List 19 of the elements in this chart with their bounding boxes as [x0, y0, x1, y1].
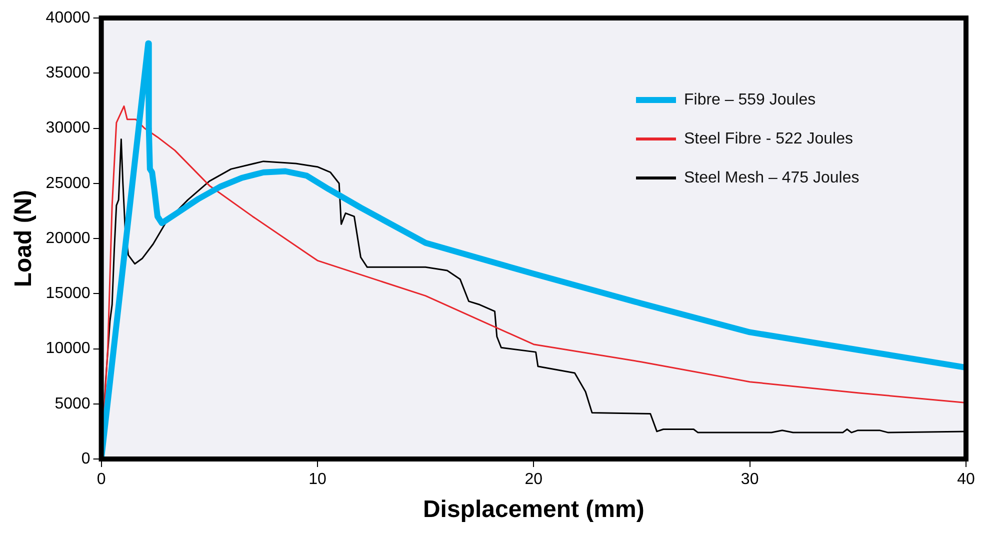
y-tick-label: 25000: [46, 174, 90, 192]
legend-label: Steel Mesh – 475 Joules: [684, 169, 860, 186]
x-tick-label: 40: [957, 471, 975, 488]
x-tick-label: 20: [524, 471, 543, 488]
y-tick-label: 30000: [46, 120, 90, 137]
y-tick-label: 20000: [46, 230, 90, 247]
x-tick-label: 10: [308, 471, 326, 488]
y-tick-label: 10000: [46, 340, 90, 358]
x-tick-label: 0: [96, 471, 106, 488]
y-tick-label: 35000: [46, 64, 90, 82]
y-tick-label: 0: [81, 450, 90, 468]
x-axis-title: Displacement (mm): [422, 496, 644, 524]
x-tick-label: 30: [740, 471, 759, 488]
y-tick-label: 5000: [54, 395, 90, 412]
y-tick-label: 15000: [46, 285, 90, 302]
legend-label: Fibre – 559 Joules: [684, 91, 816, 108]
y-tick-label: 40000: [46, 9, 90, 26]
legend-label: Steel Fibre - 522 Joules: [684, 130, 853, 148]
y-axis-title: Load (N): [10, 190, 38, 288]
